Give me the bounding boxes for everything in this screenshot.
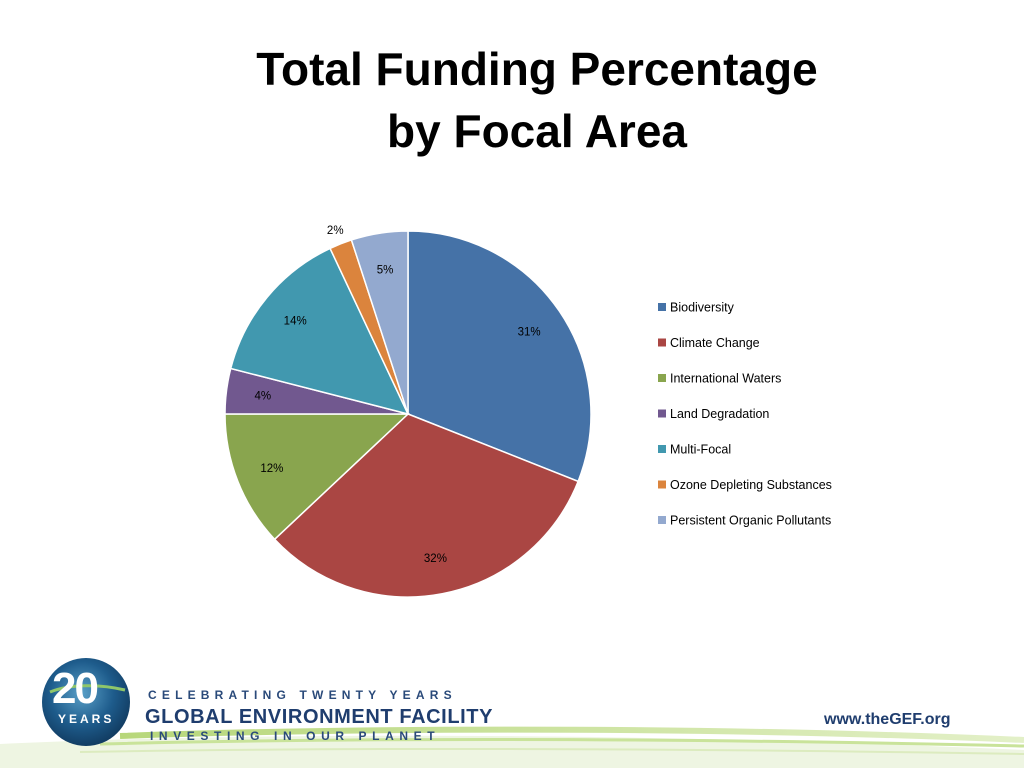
pie-chart: 31% 32% 12% 4% 14% 2% 5% Biodiversity Climate C… (224, 225, 832, 598)
legend-label-biodiversity: Biodiversity (670, 301, 735, 315)
pie-label-climate-change: 32% (424, 553, 447, 565)
pie-slice-multi-focal (229, 247, 410, 416)
pie-slices (224, 230, 592, 598)
legend-swatch-multi-focal (658, 445, 666, 453)
legend-label-land-degradation: Land Degradation (670, 407, 769, 421)
pie-label-land-degradation: 4% (254, 391, 271, 403)
pie-percentage-labels: 31% 32% 12% 4% 14% 2% 5% (254, 225, 540, 565)
legend-label-international-waters: International Waters (670, 372, 781, 386)
pie-slice-biodiversity (407, 230, 592, 483)
pie-label-international-waters: 12% (260, 463, 283, 475)
pie-slice-climate-change (273, 413, 580, 598)
legend-label-multi-focal: Multi-Focal (670, 443, 731, 457)
legend-label-climate-change: Climate Change (670, 336, 760, 350)
legend-label-ozone-depleting-substances: Ozone Depleting Substances (670, 478, 832, 492)
pie-label-ozone-depleting-substances: 2% (327, 225, 344, 237)
legend-swatch-international-waters (658, 374, 666, 382)
footer-banner (0, 640, 1024, 768)
tagline-text: INVESTING IN OUR PLANET (150, 729, 441, 743)
organization-name: GLOBAL ENVIRONMENT FACILITY (145, 706, 494, 728)
globe-logo-icon (42, 658, 130, 746)
footer-swoosh-graphic (0, 658, 1024, 768)
legend-swatch-land-degradation (658, 409, 666, 418)
logo-20: 20 (52, 664, 99, 713)
chart-legend: Biodiversity Climate Change International … (658, 301, 832, 528)
slide-title-line2: by Focal Area (387, 105, 687, 157)
website-link[interactable]: www.theGEF.org (824, 711, 951, 728)
pie-slice-international-waters (224, 413, 410, 541)
slide-title: Total Funding Percentage by Focal Area (0, 38, 1024, 162)
legend-swatch-biodiversity (658, 303, 666, 311)
legend-swatch-persistent-organic-pollutants (658, 516, 666, 524)
pie-label-persistent-organic-pollutants: 5% (377, 264, 394, 276)
celebrating-text: CELEBRATING TWENTY YEARS (148, 688, 457, 702)
logo-years: YEARS (58, 712, 115, 726)
pie-label-biodiversity: 31% (518, 327, 541, 339)
slide-title-line1: Total Funding Percentage (256, 43, 818, 95)
legend-swatch-ozone-depleting-substances (658, 480, 666, 489)
pie-label-multi-focal: 14% (284, 316, 307, 328)
legend-swatch-climate-change (658, 338, 666, 347)
pie-slice-persistent-organic-pollutants (350, 230, 409, 415)
legend-label-persistent-organic-pollutants: Persistent Organic Pollutants (670, 514, 831, 528)
